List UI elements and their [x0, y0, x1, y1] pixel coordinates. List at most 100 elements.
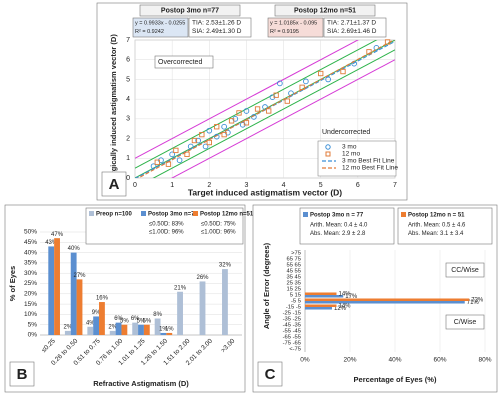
legend-swatch: [401, 212, 406, 217]
annotation: C/Wise: [454, 319, 477, 326]
bar: [109, 330, 116, 335]
panel-label: B: [17, 366, 28, 383]
bar: [160, 332, 167, 335]
value-label: 4%: [86, 320, 95, 326]
y-tick-label: 15 25: [286, 287, 301, 293]
legend-label: Postop 12mo n = 51: [408, 213, 465, 219]
reference-line: [135, 40, 378, 169]
point: [325, 76, 331, 83]
bar: [222, 269, 228, 335]
value-label: 9%: [92, 310, 101, 316]
point: [340, 68, 346, 75]
value-label: 1%: [165, 327, 174, 333]
series-header-box: [139, 4, 241, 17]
bar: [305, 301, 465, 304]
value-label: 71%: [467, 300, 480, 306]
y-tick-label: 4: [126, 96, 130, 103]
y-tick-label: 0%: [28, 332, 38, 339]
point: [303, 78, 309, 85]
x-tick-label: 4: [282, 182, 286, 189]
y-tick-label: -45 -35: [283, 323, 301, 329]
point: [277, 80, 283, 87]
y-tick-label: 45 55: [286, 269, 301, 275]
bar: [87, 326, 94, 335]
y-tick-label: 0: [126, 175, 130, 182]
y-tick-label: -35 -25: [283, 317, 301, 323]
bar: [305, 292, 337, 295]
value-label: 8%: [153, 312, 162, 318]
y-tick-label: >75: [291, 251, 301, 257]
bar: [132, 322, 139, 335]
y-tick-label: 65 75: [286, 257, 301, 263]
y-tick-label: -25 -15: [283, 311, 301, 317]
bar: [121, 324, 128, 335]
legend-note: ≤0.50D: 75%: [201, 222, 236, 228]
x-tick-label: 20%: [343, 357, 356, 364]
point: [187, 143, 194, 150]
legend-swatch: [89, 211, 94, 216]
legend-note: ≤1.00D: 96%: [201, 230, 236, 236]
annotation-box: [154, 55, 214, 69]
x-tick-label: 60%: [433, 357, 446, 364]
y-tick-label: 25 35: [286, 281, 301, 287]
stat: TIA: 2.71±1.37 D: [327, 20, 376, 27]
legend-label: Preop n=100: [96, 212, 133, 218]
point: [214, 124, 220, 130]
bar: [177, 291, 183, 335]
value-label: 5%: [120, 318, 129, 324]
value-label: 6%: [114, 316, 123, 322]
y-tick-label: 6: [126, 57, 130, 64]
y-tick-label: 2: [126, 135, 130, 142]
value-label: 5%: [137, 318, 146, 324]
equation: y = 1.0185x - 0.095: [270, 20, 317, 26]
point: [202, 143, 209, 150]
y-tick-label: 40%: [24, 249, 37, 256]
bar: [143, 324, 150, 335]
legend-box: [317, 140, 397, 177]
value-label: 1%: [159, 327, 168, 333]
point: [236, 110, 242, 116]
y-tick-label: 25%: [24, 280, 37, 287]
legend-box: [85, 207, 244, 245]
legend-note: ≤0.50D: 83%: [149, 222, 184, 228]
fit-line: [137, 40, 395, 178]
reference-line: [135, 40, 359, 159]
bar: [138, 324, 144, 335]
series-header: Postop 3mo n=77: [161, 7, 219, 14]
legend-stat: Abs. Mean: 3.1 ± 3.4: [408, 231, 464, 237]
point: [284, 98, 290, 104]
bar: [93, 316, 100, 335]
point: [206, 127, 213, 134]
bar: [305, 298, 470, 301]
value-label: 14%: [339, 291, 352, 297]
value-label: 32%: [219, 263, 232, 269]
value-label: 16%: [96, 296, 109, 302]
stats-box: [323, 17, 387, 38]
panel-label-box: [257, 361, 283, 387]
stats-box: [188, 17, 252, 38]
annotation: Overcorrected: [158, 59, 202, 66]
panel-label-box: [9, 361, 35, 387]
y-tick-label: 30%: [24, 270, 37, 277]
bar: [99, 302, 105, 335]
y-axis-title: Surgically induced astigmatism vector (D…: [109, 34, 118, 184]
equation: y = 0.9933x - 0.0255: [135, 20, 185, 26]
value-label: 40%: [68, 246, 81, 252]
equation-box: [132, 17, 189, 38]
x-axis-title: Refractive Astigmatism (D): [93, 379, 189, 388]
y-tick-label: -55 -45: [283, 329, 301, 335]
point: [195, 137, 201, 144]
annotation: CC/Wise: [451, 267, 479, 274]
bar: [76, 279, 83, 335]
value-label: 21%: [174, 285, 187, 291]
legend-label: 3 mo: [342, 144, 357, 151]
legend-label: Postop 12mo n=51: [200, 212, 254, 218]
bar: [305, 304, 337, 307]
bar: [305, 307, 332, 310]
point: [366, 49, 372, 55]
value-label: 2%: [63, 324, 72, 330]
y-tick-label: -5 5: [291, 299, 301, 305]
stat: SIA: 2.49±1.30 D: [192, 28, 242, 35]
reference-line: [171, 59, 395, 178]
y-tick-label: 10%: [24, 311, 37, 318]
